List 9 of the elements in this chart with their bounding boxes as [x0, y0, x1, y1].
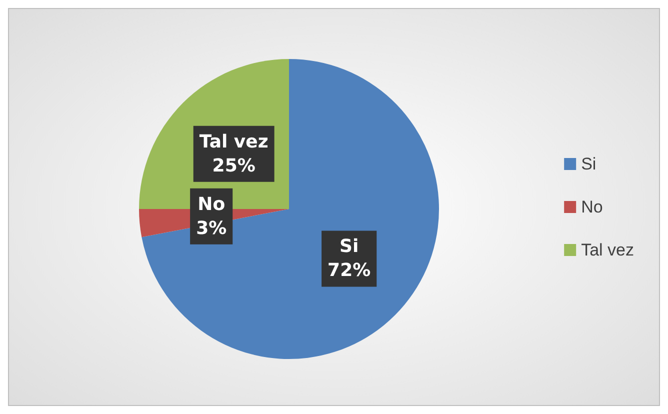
slice-label: Si — [340, 236, 359, 258]
legend-label: No — [581, 198, 603, 216]
data-label: 25% — [212, 155, 256, 176]
legend-label: Tal vez — [581, 240, 634, 260]
data-label: 3% — [196, 218, 227, 239]
slice-label: Tal vez — [199, 131, 268, 152]
data-label: 72% — [328, 260, 371, 282]
slice-label: No — [198, 194, 226, 215]
legend-label: Si — [581, 154, 596, 174]
